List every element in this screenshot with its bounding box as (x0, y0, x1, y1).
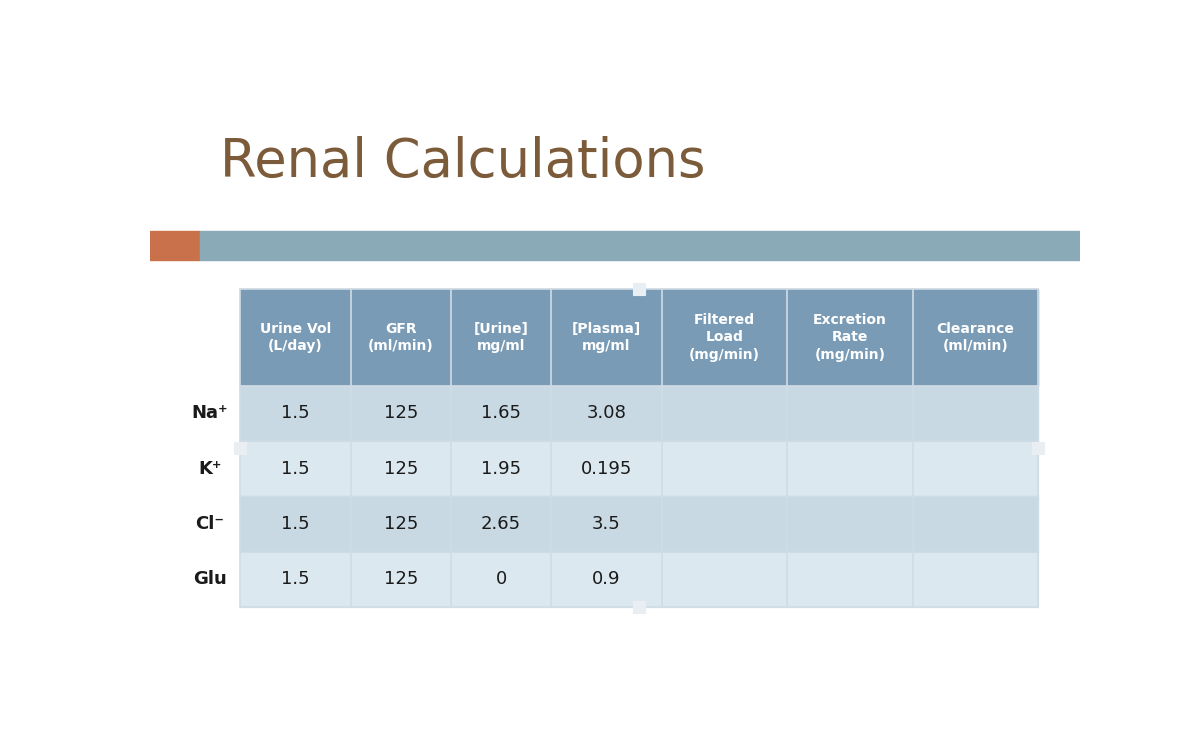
Text: [Urine]
mg/ml: [Urine] mg/ml (474, 321, 529, 353)
Bar (234, 442, 246, 454)
Bar (1032, 442, 1044, 454)
Bar (240, 552, 1038, 607)
Text: 3.08: 3.08 (587, 404, 626, 422)
Bar (150, 231, 200, 261)
Text: 0: 0 (496, 570, 506, 588)
Bar (240, 288, 1038, 386)
Text: 125: 125 (384, 459, 418, 478)
Text: 125: 125 (384, 570, 418, 588)
Text: 1.5: 1.5 (281, 459, 310, 478)
Text: 125: 125 (384, 404, 418, 422)
Text: Excretion
Rate
(mg/min): Excretion Rate (mg/min) (814, 313, 887, 362)
Text: Na⁺: Na⁺ (192, 404, 228, 422)
Text: 2.65: 2.65 (481, 515, 521, 533)
Text: 1.5: 1.5 (281, 570, 310, 588)
Text: 125: 125 (384, 515, 418, 533)
Text: Filtered
Load
(mg/min): Filtered Load (mg/min) (689, 313, 760, 362)
Text: [Plasma]
mg/ml: [Plasma] mg/ml (572, 321, 641, 353)
Text: Renal Calculations: Renal Calculations (220, 136, 706, 188)
Bar (240, 441, 1038, 496)
Text: 3.5: 3.5 (592, 515, 620, 533)
Text: Clearance
(ml/min): Clearance (ml/min) (936, 321, 1014, 353)
Bar (200, 231, 1080, 261)
Bar (634, 283, 646, 295)
Text: Cl⁻: Cl⁻ (196, 515, 224, 533)
Text: 1.5: 1.5 (281, 404, 310, 422)
Text: 1.95: 1.95 (481, 459, 521, 478)
Text: Urine Vol
(L/day): Urine Vol (L/day) (259, 321, 331, 353)
Bar (240, 386, 1038, 441)
Bar (634, 601, 646, 613)
Text: 1.5: 1.5 (281, 515, 310, 533)
Text: 0.195: 0.195 (581, 459, 632, 478)
Bar (240, 288, 1038, 607)
Text: 1.65: 1.65 (481, 404, 521, 422)
Bar (240, 496, 1038, 552)
Text: Glu: Glu (193, 570, 227, 588)
Text: K⁺: K⁺ (198, 459, 222, 478)
Text: 0.9: 0.9 (593, 570, 620, 588)
Text: GFR
(ml/min): GFR (ml/min) (368, 321, 433, 353)
